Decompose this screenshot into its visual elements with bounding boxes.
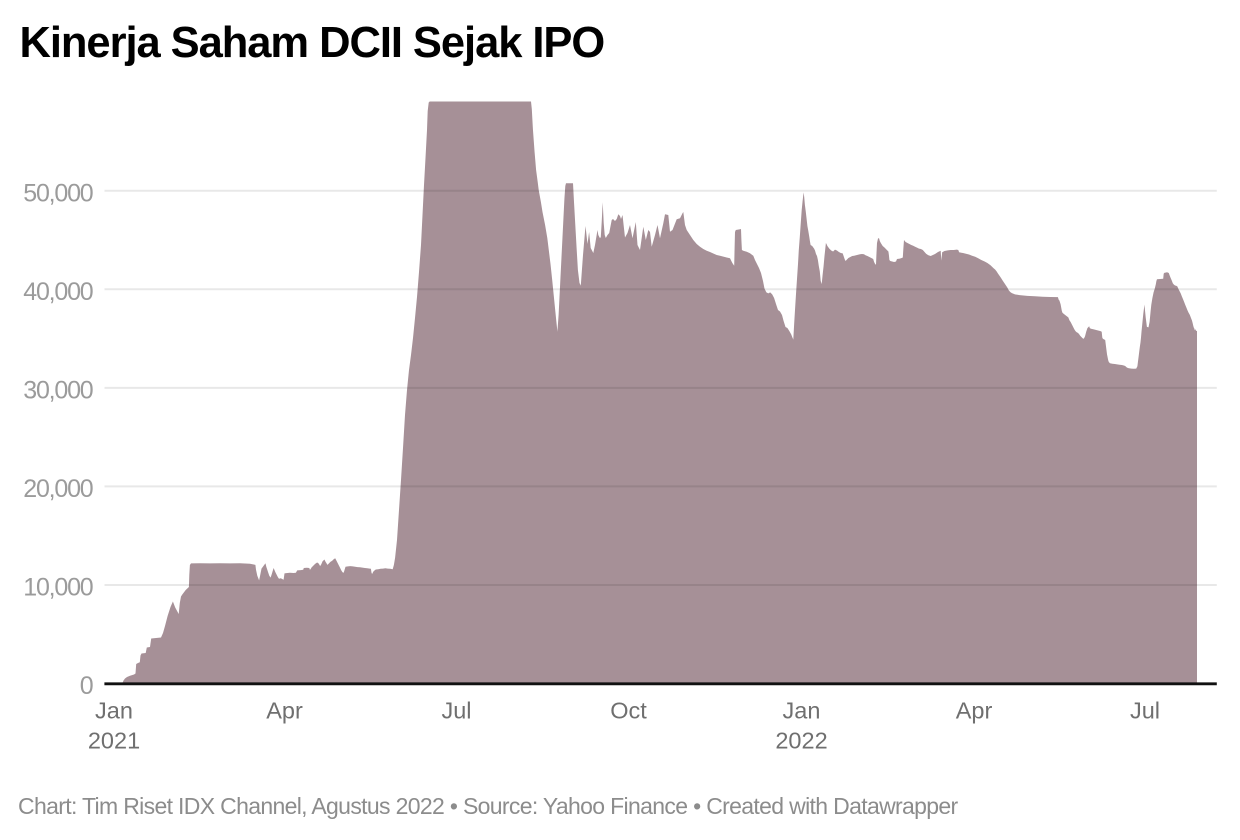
svg-text:10,000: 10,000 xyxy=(23,574,93,602)
svg-text:Apr: Apr xyxy=(266,698,303,724)
svg-text:Jul: Jul xyxy=(1130,698,1160,724)
svg-text:Jul: Jul xyxy=(441,698,471,724)
svg-text:30,000: 30,000 xyxy=(23,376,93,404)
svg-text:40,000: 40,000 xyxy=(23,278,93,306)
svg-text:20,000: 20,000 xyxy=(23,475,93,503)
svg-text:2021: 2021 xyxy=(88,728,140,754)
svg-text:Jan: Jan xyxy=(95,698,133,724)
svg-text:Oct: Oct xyxy=(610,698,647,724)
svg-text:Apr: Apr xyxy=(956,698,993,724)
svg-text:Jan: Jan xyxy=(783,698,821,724)
svg-text:2022: 2022 xyxy=(775,728,827,754)
svg-text:0: 0 xyxy=(80,672,93,700)
svg-text:50,000: 50,000 xyxy=(23,179,93,207)
